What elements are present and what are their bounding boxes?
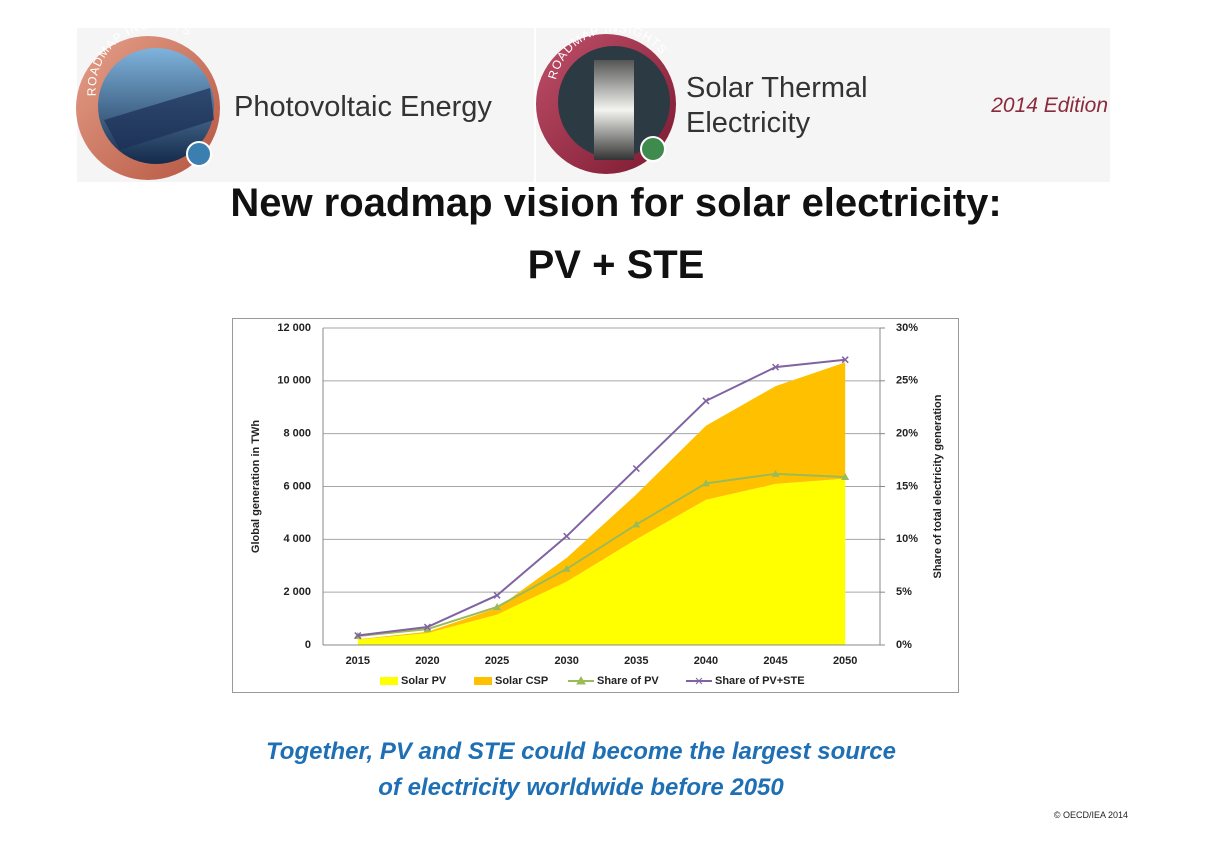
marker	[563, 532, 571, 540]
x-tick-label: 2025	[485, 655, 509, 667]
line	[357, 472, 846, 638]
y2-tick-label: 30%	[896, 322, 918, 334]
legend-marker	[576, 675, 586, 685]
y-tick-label: 2 000	[283, 586, 311, 598]
y2-tick-label: 15%	[896, 480, 918, 492]
caption: of electricity worldwide before 2050	[378, 774, 784, 801]
marker	[632, 465, 640, 473]
marker	[841, 472, 850, 480]
logo-ste: ROADMAP INSIGHTS	[534, 21, 676, 182]
y2-axis-title: Share of total electricity generation	[932, 394, 944, 578]
x-tick-label: 2020	[415, 655, 439, 667]
x-tick-label: 2015	[346, 655, 370, 667]
marker	[562, 564, 571, 572]
marker	[702, 397, 710, 405]
x-tick-label: 2045	[763, 655, 787, 667]
marker	[632, 520, 641, 528]
marker	[841, 356, 849, 364]
y-tick-label: 6 000	[283, 480, 311, 492]
y-tick-label: 10 000	[277, 375, 311, 387]
logo-pv: ROADMAP INSIGHTS	[76, 17, 220, 180]
title: PV + STE	[528, 243, 705, 287]
x-tick-label: 2035	[624, 655, 648, 667]
edition: 2014 Edition	[990, 94, 1108, 117]
line	[357, 358, 846, 637]
marker	[423, 623, 431, 631]
x-tick-label: 2030	[554, 655, 578, 667]
marker	[493, 591, 501, 599]
marker	[493, 602, 502, 610]
y2-tick-label: 10%	[896, 533, 918, 545]
y-tick-label: 0	[305, 639, 311, 651]
marker	[423, 625, 432, 633]
y-tick-label: 12 000	[277, 322, 311, 334]
logo-name: Solar Thermal	[686, 72, 868, 104]
legend-label: Share of PV	[597, 675, 659, 687]
area	[357, 362, 846, 640]
legend-label: Share of PV+STE	[715, 675, 805, 687]
area	[357, 478, 846, 645]
y2-tick-label: 25%	[896, 375, 918, 387]
legend-label: Solar CSP	[495, 675, 548, 687]
x-tick-label: 2050	[833, 655, 857, 667]
marker	[701, 479, 710, 487]
caption: Together, PV and STE could become the la…	[266, 738, 896, 765]
title: New roadmap vision for solar electricity…	[230, 181, 1001, 225]
legend-marker	[695, 677, 703, 685]
logo-name: Photovoltaic Energy	[234, 91, 492, 123]
chart: 0 2 000 4 000 6 000 8 000 10 000 12 000 0% 5% 10%…	[250, 322, 944, 687]
marker	[354, 631, 362, 640]
legend-swatch	[474, 677, 492, 685]
y-axis-title: Global generation in TWh	[250, 420, 262, 554]
x-tick-label: 2040	[694, 655, 718, 667]
copyright: © OECD/IEA 2014	[1054, 810, 1128, 820]
y2-tick-label: 0%	[896, 639, 912, 651]
y-tick-label: 4 000	[283, 533, 311, 545]
legend-swatch	[380, 677, 398, 685]
legend-label: Solar PV	[401, 675, 447, 687]
marker	[771, 469, 780, 477]
y2-tick-label: 5%	[896, 586, 912, 598]
logo-name: Electricity	[686, 107, 811, 139]
y2-tick-label: 20%	[896, 428, 918, 440]
marker	[772, 363, 780, 371]
y-tick-label: 8 000	[283, 428, 311, 440]
